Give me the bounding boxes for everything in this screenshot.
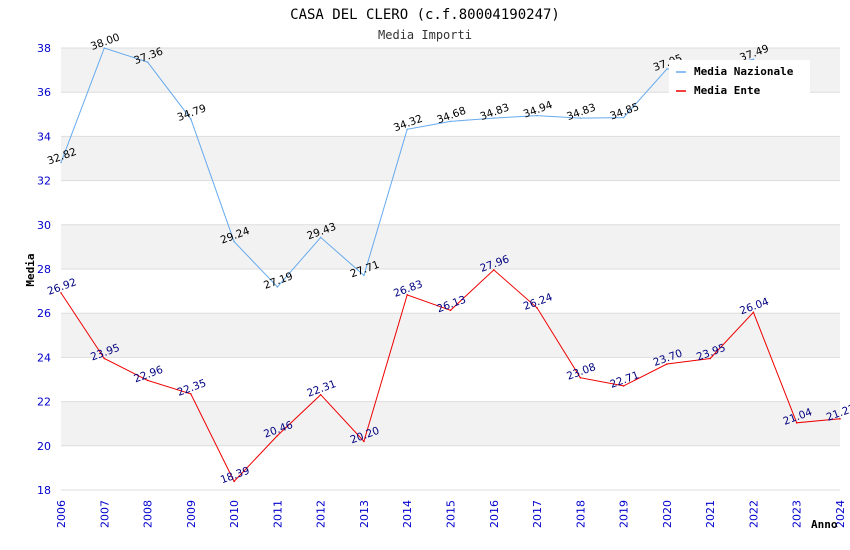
x-tick-label: 2010 (228, 500, 241, 528)
plot-band (61, 401, 840, 446)
y-tick-label: 22 (37, 396, 51, 409)
y-tick-label: 20 (37, 440, 51, 453)
data-point (60, 161, 62, 164)
data-label: 22.96 (132, 364, 165, 386)
data-point (666, 68, 668, 70)
data-point (579, 117, 582, 119)
data-point (752, 58, 755, 61)
data-point (622, 385, 625, 387)
y-axis-label: Media (24, 253, 37, 286)
chart-subtitle: Media Importi (378, 28, 472, 42)
data-point (190, 118, 192, 120)
y-tick-label: 34 (37, 130, 51, 143)
data-point (60, 292, 62, 294)
data-point (752, 311, 755, 314)
y-tick-label: 26 (37, 307, 51, 320)
data-point (146, 61, 149, 63)
data-point (666, 363, 668, 365)
y-tick-label: 28 (37, 263, 51, 276)
legend-label-nazionale: Media Nazionale (694, 65, 794, 78)
data-label: 34.85 (608, 101, 640, 123)
data-point (406, 128, 409, 131)
data-point (492, 269, 495, 271)
data-point (190, 393, 192, 395)
data-label: 26.13 (435, 294, 467, 316)
x-tick-label: 2022 (747, 500, 760, 528)
x-tick-label: 2016 (488, 500, 501, 528)
x-tick-label: 2018 (574, 500, 587, 528)
y-tick-label: 32 (37, 175, 51, 188)
data-point (233, 480, 235, 483)
x-tick-label: 2007 (98, 500, 111, 528)
data-point (449, 309, 452, 312)
data-point (319, 236, 322, 239)
data-label: 34.32 (392, 113, 424, 135)
data-label: 34.68 (435, 105, 467, 127)
data-point (406, 294, 409, 296)
data-point (839, 418, 841, 420)
data-point (146, 379, 149, 382)
data-label: 27.19 (262, 270, 294, 292)
plot-band (61, 313, 840, 358)
y-tick-label: 38 (37, 42, 51, 55)
data-point (276, 286, 279, 288)
y-tick-label: 30 (37, 219, 51, 232)
data-point (536, 114, 538, 117)
data-label: 22.31 (305, 378, 337, 400)
data-point (709, 357, 711, 360)
plot-band (61, 136, 840, 181)
chart-title: CASA DEL CLERO (c.f.80004190247) (290, 7, 560, 23)
data-point (579, 376, 582, 379)
data-point (233, 240, 235, 243)
data-label: 34.83 (565, 101, 597, 123)
legend: Media Nazionale Media Ente (669, 60, 810, 97)
data-point (103, 47, 106, 49)
x-axis-ticks: 2006 2007 2008 2009 2010 2011 2012 2013 2014 2015… (55, 500, 847, 528)
x-tick-label: 2021 (704, 500, 717, 528)
data-point (449, 120, 452, 123)
series-group (60, 47, 841, 483)
data-label: 34.94 (522, 99, 555, 121)
data-point (536, 307, 538, 309)
data-label: 26.83 (392, 278, 424, 300)
data-point (276, 434, 279, 437)
data-point (363, 440, 365, 443)
x-tick-label: 2006 (55, 500, 68, 528)
data-label: 23.08 (565, 361, 597, 383)
data-point (622, 116, 625, 119)
x-tick-label: 2020 (661, 500, 674, 528)
data-label: 34.83 (479, 101, 511, 123)
x-tick-label: 2017 (531, 500, 544, 528)
x-tick-label: 2012 (315, 500, 328, 528)
x-tick-label: 2015 (445, 500, 458, 528)
data-point (795, 422, 798, 424)
x-tick-label: 2008 (142, 500, 155, 528)
y-tick-label: 36 (37, 86, 51, 99)
plot-band (61, 224, 840, 269)
legend-box (669, 60, 810, 96)
data-point (492, 117, 495, 119)
data-point (319, 393, 322, 396)
x-tick-label: 2023 (791, 500, 804, 528)
data-label: 18.39 (219, 465, 251, 487)
plot-bands (61, 48, 840, 446)
y-tick-label: 18 (37, 484, 51, 497)
legend-label-ente: Media Ente (694, 84, 761, 97)
x-tick-label: 2009 (185, 500, 198, 528)
x-tick-label: 2019 (618, 500, 631, 528)
y-tick-label: 24 (37, 351, 51, 364)
x-tick-label: 2014 (401, 500, 414, 528)
x-tick-label: 2011 (271, 500, 284, 528)
x-tick-label: 2013 (358, 500, 371, 528)
data-point (363, 274, 365, 277)
gridlines (61, 47, 840, 491)
data-label: 22.71 (608, 369, 640, 391)
x-axis-label: Anno (811, 518, 838, 531)
data-point (103, 357, 106, 360)
x-tick-label: 2024 (834, 500, 847, 528)
y-axis-ticks: 18 20 22 24 26 28 30 32 34 36 38 (37, 42, 51, 497)
